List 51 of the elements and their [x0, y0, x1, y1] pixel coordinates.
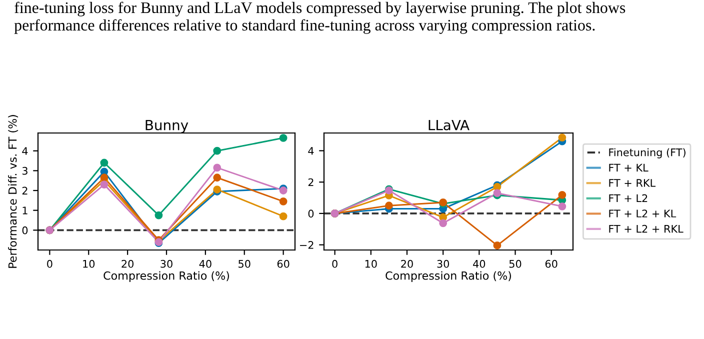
x-tick-label: 10	[365, 260, 377, 268]
point	[385, 202, 393, 210]
legend-label: FT + RKL	[609, 179, 656, 187]
chart-title: LLaVA	[428, 120, 470, 130]
x-tick-label: 50	[238, 260, 250, 268]
point	[279, 197, 288, 206]
x-tick-label: 60	[545, 260, 558, 268]
point	[213, 174, 222, 182]
y-tick-label: 4	[22, 147, 28, 155]
y-tick-label: 2	[22, 186, 28, 194]
point	[279, 134, 288, 142]
x-axis-title: Compression Ratio (%)	[386, 271, 511, 282]
x-tick-label: 40	[199, 260, 212, 268]
text: fine-tuning loss for Bunny and LLaV models compressed by layerwise pruning. The plot shows performance differences relative to standard fine-tuning across varying compression ratios.	[14, 2, 626, 34]
legend-label: Finetuning (FT)	[609, 148, 686, 158]
x-axis-title: Compression Ratio (%)	[104, 271, 229, 282]
point	[279, 212, 288, 220]
x-tick-label: 50	[509, 260, 522, 268]
point	[558, 202, 566, 210]
point	[213, 164, 222, 172]
legend-label: FT + L2 + KL	[609, 210, 676, 218]
point	[100, 180, 108, 189]
point	[439, 219, 448, 228]
x-tick-label: 0	[332, 260, 338, 268]
point	[213, 146, 222, 155]
chart-title: Bunny	[146, 120, 188, 133]
point	[100, 174, 108, 182]
point	[100, 158, 108, 167]
point	[558, 134, 566, 142]
legend-label: FT + KL	[609, 164, 648, 172]
x-tick-label: 20	[122, 260, 134, 268]
y-tick-label: 1	[22, 206, 28, 214]
y-tick-label: 2	[308, 178, 314, 186]
point	[154, 211, 163, 220]
x-tick-label: 20	[401, 260, 413, 268]
y-axis-title: Performance Diff. vs. FT (%)	[8, 115, 18, 268]
legend-label: FT + L2 + RKL	[609, 224, 684, 233]
x-tick-label: 10	[83, 260, 95, 268]
x-tick-label: 60	[277, 260, 290, 268]
point	[493, 242, 502, 250]
y-tick-label: 3	[22, 166, 28, 175]
y-tick-label: 0	[308, 210, 314, 218]
y-tick-label: 4	[308, 147, 314, 155]
x-tick-label: 30	[160, 260, 172, 268]
x-tick-label: 0	[47, 260, 52, 268]
point	[558, 191, 566, 199]
legend-label: FT + L2	[609, 194, 648, 202]
y-tick-label: 0	[22, 226, 28, 234]
y-tick-label: −2	[300, 241, 314, 249]
x-tick-label: 30	[437, 260, 450, 268]
x-tick-label: 40	[473, 260, 486, 268]
